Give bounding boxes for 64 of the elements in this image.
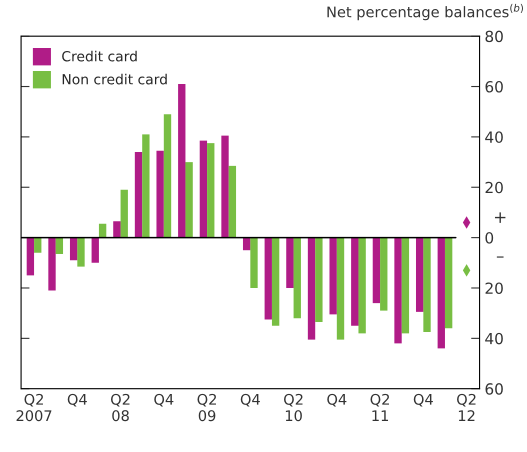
bar — [294, 238, 301, 318]
bar — [185, 162, 193, 238]
bar — [92, 238, 99, 263]
bar — [308, 238, 316, 340]
y-tick-label: 60 — [486, 383, 503, 395]
bar — [264, 238, 272, 320]
y-tick-label: 60 — [486, 80, 503, 93]
bar — [70, 238, 78, 260]
bar — [329, 238, 337, 314]
bar — [380, 238, 388, 311]
bar — [336, 238, 344, 340]
bar — [272, 238, 280, 326]
text: – — [496, 256, 504, 258]
bar — [56, 238, 64, 254]
x-tick-label: Q4 — [414, 394, 433, 407]
y-tick-label: 40 — [485, 131, 503, 143]
bar — [351, 238, 358, 326]
bar — [98, 224, 106, 238]
bar — [250, 238, 258, 288]
bar — [242, 238, 250, 250]
bar — [48, 238, 56, 291]
bar — [228, 166, 236, 238]
bar — [402, 238, 410, 334]
bar — [164, 114, 172, 238]
y-tick-label: 20 — [486, 282, 503, 294]
bar — [142, 134, 150, 238]
bar — [34, 238, 42, 253]
text: + — [494, 212, 506, 223]
y-tick-label: 80 — [485, 30, 503, 42]
bar — [438, 238, 445, 348]
bar — [207, 143, 214, 238]
bar — [423, 238, 431, 332]
bar — [394, 238, 402, 344]
bar — [200, 140, 208, 238]
bar — [178, 84, 186, 238]
x-tick-label: Q4 — [154, 394, 174, 407]
x-tick-label: Q2 2007 — [16, 394, 52, 422]
y-tick-label: 0 — [485, 232, 494, 244]
y-tick-label: 40 — [485, 332, 503, 344]
legend-label: Credit card — [62, 50, 137, 62]
y-axis-title: Net percentage balances$^{(b)}$ — [327, 4, 523, 20]
x-tick-label: Q2 11 — [370, 394, 390, 421]
y-tick-label: 20 — [486, 182, 503, 194]
bar — [372, 238, 380, 304]
bar — [221, 136, 229, 238]
x-tick-label: Q2 12 — [457, 394, 476, 421]
x-tick-label: Q4 — [68, 394, 87, 407]
x-tick-label: Q2 10 — [284, 394, 302, 422]
bar — [120, 190, 128, 238]
bar — [286, 238, 294, 288]
bar — [358, 238, 366, 334]
bar — [134, 152, 142, 238]
x-tick-label: Q4 — [240, 394, 260, 407]
bar — [444, 238, 452, 328]
bar — [113, 221, 121, 238]
x-tick-label: Q2 09 — [198, 394, 216, 422]
bar — [416, 238, 424, 312]
x-tick-label: Q4 — [327, 394, 346, 407]
bar — [156, 150, 164, 238]
bar — [77, 238, 85, 267]
bar — [315, 238, 323, 322]
x-tick-label: Q2 08 — [111, 394, 130, 422]
bar — [26, 238, 34, 276]
legend-label: Non credit card — [62, 74, 167, 84]
